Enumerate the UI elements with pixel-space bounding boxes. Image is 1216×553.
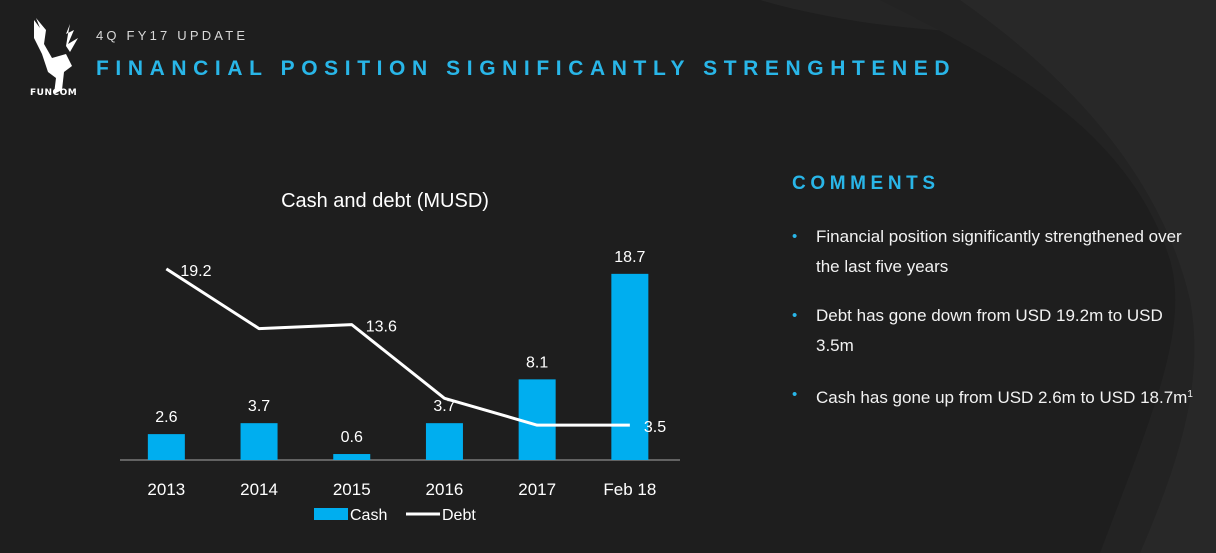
x-tick-label-3: 2016 <box>426 480 464 499</box>
slide-headline: FINANCIAL POSITION SIGNIFICANTLY STRENGH… <box>96 57 957 80</box>
cash-value-label-1: 3.7 <box>248 398 270 415</box>
comment-item: • Cash has gone up from USD 2.6m to USD 1… <box>792 380 1202 413</box>
cash-bar-5 <box>611 273 649 460</box>
legend-debt-label: Debt <box>442 507 476 524</box>
legend-cash-label: Cash <box>350 507 387 524</box>
cash-value-label-4: 8.1 <box>526 354 548 371</box>
debt-value-label-2: 13.6 <box>366 319 397 336</box>
x-tick-label-0: 2013 <box>147 480 185 499</box>
chart-title: Cash and debt (MUSD) <box>281 190 489 212</box>
cash-value-label-5: 18.7 <box>614 249 645 266</box>
bullet-icon: • <box>792 386 798 403</box>
slide-kicker: 4Q FY17 UPDATE <box>96 28 249 43</box>
cash-bar-4 <box>518 379 556 460</box>
funcom-logo-icon <box>34 18 78 94</box>
legend-cash-swatch <box>314 508 348 520</box>
x-tick-label-5: Feb 18 <box>603 480 656 499</box>
comment-text: Financial position significantly strengt… <box>816 227 1182 276</box>
cash-bar-3 <box>425 423 463 460</box>
bullet-icon: • <box>792 307 798 324</box>
cash-value-label-3: 3.7 <box>433 398 455 415</box>
comment-text: Debt has gone down from USD 19.2m to USD… <box>816 306 1163 355</box>
comment-item: • Financial position significantly streng… <box>792 222 1202 282</box>
comments-list: • Financial position significantly streng… <box>792 222 1202 432</box>
debt-line <box>165 267 630 427</box>
x-tick-label-4: 2017 <box>518 480 556 499</box>
x-tick-label-1: 2014 <box>240 480 278 499</box>
cash-value-label-2: 0.6 <box>341 429 363 446</box>
footnote-marker: 1 <box>1187 389 1193 400</box>
cash-bar-1 <box>240 423 278 460</box>
comment-text: Cash has gone up from USD 2.6m to USD 18… <box>816 388 1188 407</box>
cash-value-label-0: 2.6 <box>155 409 177 426</box>
logo-text: FUNCOM <box>30 88 78 98</box>
debt-value-label-5: 3.5 <box>644 419 666 436</box>
x-tick-label-2: 2015 <box>333 480 371 499</box>
cash-debt-chart: Cash and debt (MUSD) 2.6 3.7 0.6 3.7 8.1 18.7… <box>120 190 680 524</box>
cash-bar-0 <box>147 434 185 460</box>
cash-bar-2 <box>333 454 371 460</box>
comments-title: COMMENTS <box>792 173 940 194</box>
bullet-icon: • <box>792 228 798 245</box>
comment-item: • Debt has gone down from USD 19.2m to US… <box>792 301 1202 361</box>
debt-value-label-0: 19.2 <box>180 263 211 280</box>
